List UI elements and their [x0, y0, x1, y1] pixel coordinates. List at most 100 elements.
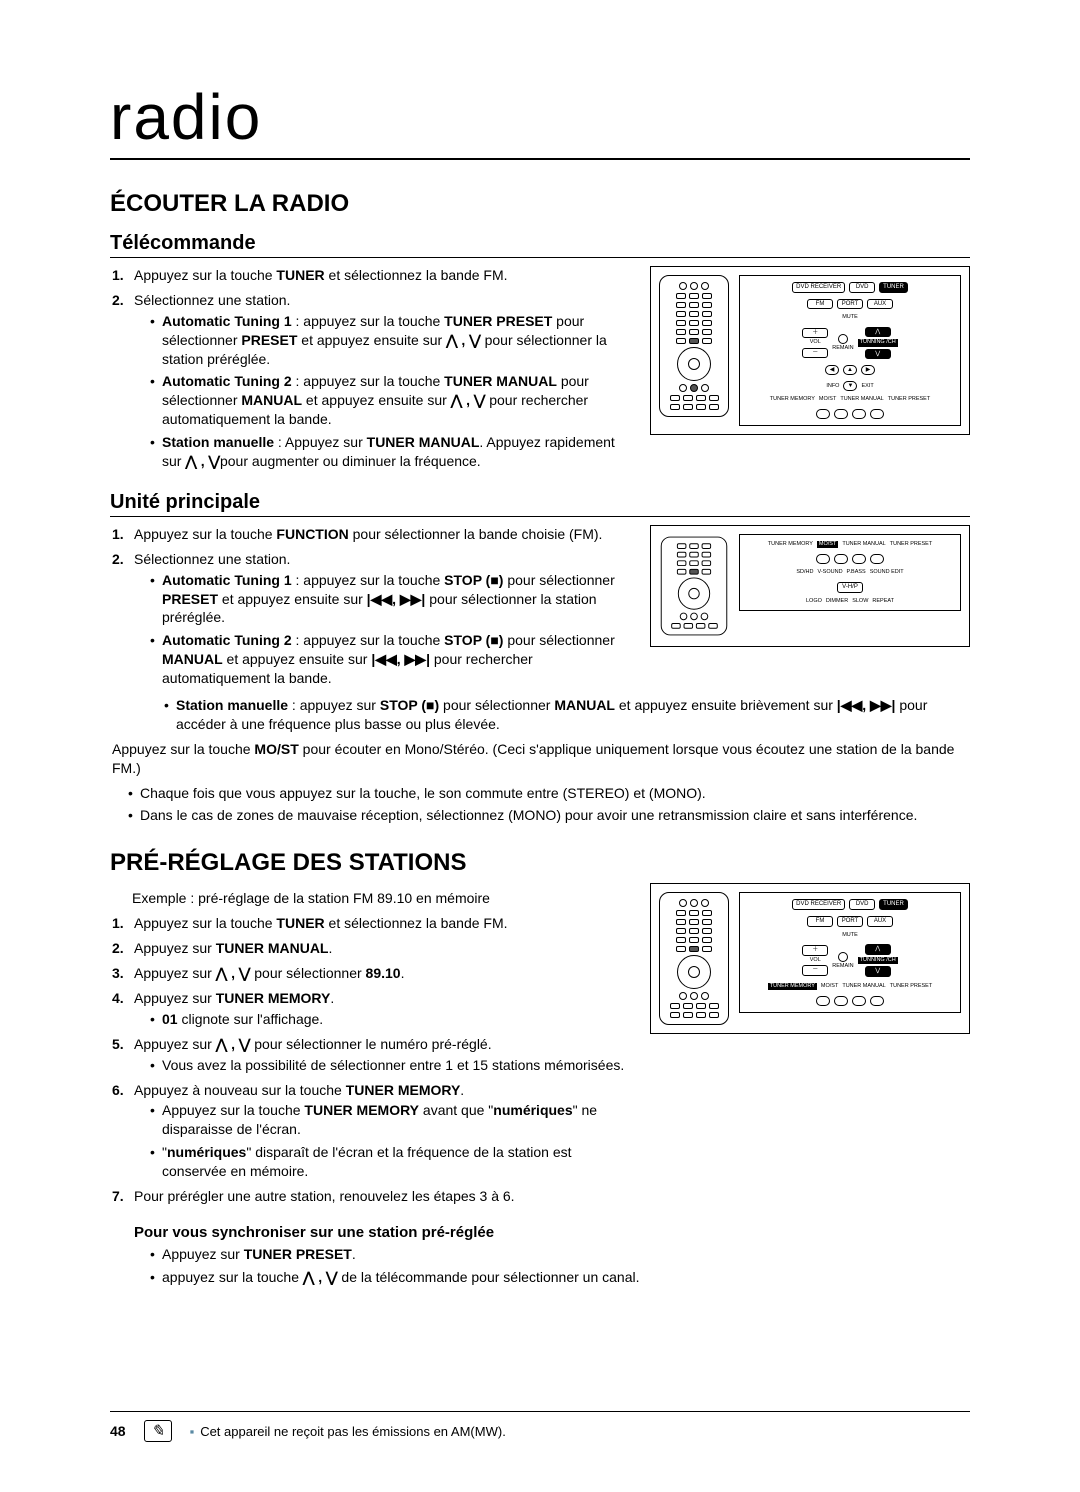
step-num: 1. — [112, 914, 124, 933]
label: TUNER MANUAL — [840, 397, 883, 403]
example-text: Exemple : pré-réglage de la station FM 8… — [132, 889, 630, 908]
bold: 01 — [162, 1011, 178, 1027]
bold: PRESET — [241, 332, 297, 348]
up-down-icon: ⋀ , ⋁ — [185, 453, 220, 469]
step-num: 5. — [112, 1035, 124, 1054]
pbtn: AUX — [867, 916, 893, 927]
page-topic: radio — [110, 80, 970, 160]
bullet: Automatic Tuning 2 : appuyez sur la touc… — [150, 631, 630, 688]
up-down-icon: ⋀ , ⋁ — [446, 332, 481, 348]
t: et appuyez ensuite sur — [218, 591, 367, 607]
section-title-preset: PRÉ-RÉGLAGE DES STATIONS — [110, 849, 970, 877]
t: pour sélectionner le numéro pré-réglé. — [250, 1036, 491, 1052]
device-panel: TUNER MEMORY MO/ST TUNER MANUAL TUNER PR… — [739, 534, 961, 611]
t: Appuyez sur — [134, 1036, 216, 1052]
bold: TUNER — [276, 915, 324, 931]
bold: FUNCTION — [276, 526, 348, 542]
t: Appuyez sur la touche — [162, 1102, 304, 1118]
pbtn: PORT — [837, 916, 863, 927]
pbtn — [834, 996, 848, 1006]
bold: STOP (■) — [380, 697, 439, 713]
para: Appuyez sur la touche MO/ST pour écouter… — [112, 740, 970, 778]
bullet: Station manuelle : Appuyez sur TUNER MAN… — [150, 433, 630, 471]
up-down-icon: ⋀ , ⋁ — [451, 392, 486, 408]
bold: TUNER PRESET — [444, 313, 552, 329]
label: TUNNING /CH — [858, 339, 898, 347]
label: TUNER PRESET — [890, 542, 932, 548]
t: pour sélectionner — [503, 632, 614, 648]
pbtn: DVD — [849, 282, 875, 293]
bold: 89.10 — [366, 965, 401, 981]
vol-up-icon: ＋ — [802, 328, 828, 339]
nav-down-icon: ▼ — [843, 381, 857, 391]
bullet: Appuyez sur TUNER PRESET. — [150, 1245, 970, 1264]
t: . — [330, 990, 334, 1006]
ch-down-icon: ⋁ — [865, 966, 891, 977]
bold: TUNER MANUAL — [367, 434, 480, 450]
bold: Automatic Tuning 1 — [162, 313, 292, 329]
pbtn — [852, 554, 866, 564]
step-num: 3. — [112, 964, 124, 983]
step: 1. Appuyez sur la touche TUNER et sélect… — [112, 914, 630, 933]
bold: MO/ST — [254, 741, 298, 757]
pbtn: V-H/P — [837, 582, 863, 593]
preset-text: Exemple : pré-réglage de la station FM 8… — [110, 883, 630, 1211]
vol-down-icon: － — [802, 965, 828, 976]
bullet: 01 clignote sur l'affichage. — [150, 1010, 630, 1029]
bold: TUNER MANUAL — [444, 373, 557, 389]
t: pour sélectionner — [503, 572, 614, 588]
bold: MANUAL — [554, 697, 615, 713]
t: : appuyez sur la touche — [292, 632, 445, 648]
diagram-main-unit: TUNER MEMORY MO/ST TUNER MANUAL TUNER PR… — [650, 525, 970, 647]
t: de la télécommande pour sélectionner un … — [338, 1269, 640, 1285]
bold: STOP (■) — [444, 632, 503, 648]
label: MUTE — [746, 933, 954, 939]
t: et appuyez ensuite sur — [302, 392, 451, 408]
label: V-SOUND — [817, 570, 842, 576]
nav-right-icon: ▶ — [861, 365, 875, 375]
label: MO/ST — [819, 397, 836, 403]
note-icon: ✎ — [144, 1420, 172, 1442]
label: DIMMER — [826, 599, 848, 605]
skip-icon: |◀◀, ▶▶| — [367, 591, 426, 607]
mute-icon — [838, 334, 848, 344]
bold: TUNER MEMORY — [346, 1082, 461, 1098]
pbtn: FM — [807, 299, 833, 310]
step-num: 1. — [112, 525, 124, 544]
bold: MANUAL — [241, 392, 302, 408]
page-number: 48 — [110, 1423, 126, 1439]
vol-up-icon: ＋ — [802, 945, 828, 956]
remote-illustration — [659, 275, 729, 417]
step-num: 2. — [112, 939, 124, 958]
up-down-icon: ⋀ , ⋁ — [303, 1269, 338, 1285]
ch-up-icon: ⋀ — [865, 327, 891, 338]
bullet: Automatic Tuning 1 : appuyez sur la touc… — [150, 571, 630, 628]
pbtn: PORT — [837, 299, 863, 310]
bold: numériques — [167, 1144, 246, 1160]
page-footer: 48 ✎ Cet appareil ne reçoit pas les émis… — [110, 1411, 970, 1442]
pbtn-tuner: TUNER — [879, 282, 908, 293]
text: et sélectionnez la bande FM. — [325, 267, 508, 283]
t: Pour prérégler une autre station, renouv… — [134, 1188, 515, 1204]
bullet: Automatic Tuning 2 : appuyez sur la touc… — [150, 372, 630, 429]
label: TUNER MEMORY — [770, 397, 815, 403]
footer-note: Cet appareil ne reçoit pas les émissions… — [190, 1424, 506, 1439]
step: 5. Appuyez sur ⋀ , ⋁ pour sélectionner l… — [112, 1035, 630, 1075]
bullet: appuyez sur la touche ⋀ , ⋁ de la téléco… — [150, 1268, 970, 1287]
mainunit-text: 1. Appuyez sur la touche FUNCTION pour s… — [110, 525, 630, 694]
t: et sélectionnez la bande FM. — [325, 915, 508, 931]
pbtn: FM — [807, 916, 833, 927]
t: Appuyez sur la touche — [134, 526, 276, 542]
skip-icon: |◀◀, ▶▶| — [837, 697, 896, 713]
bold: TUNER PRESET — [244, 1246, 352, 1262]
section-title-listen: ÉCOUTER LA RADIO — [110, 190, 970, 218]
pbtn: AUX — [867, 299, 893, 310]
t: : appuyez sur la touche — [292, 313, 445, 329]
label: TUNER MEMORY — [768, 542, 813, 548]
bold: STOP (■) — [444, 572, 503, 588]
label: INFO — [826, 384, 839, 390]
pbtn — [870, 409, 884, 419]
t: . — [352, 1246, 356, 1262]
t: et appuyez ensuite sur — [297, 332, 446, 348]
vol-down-icon: － — [802, 348, 828, 359]
